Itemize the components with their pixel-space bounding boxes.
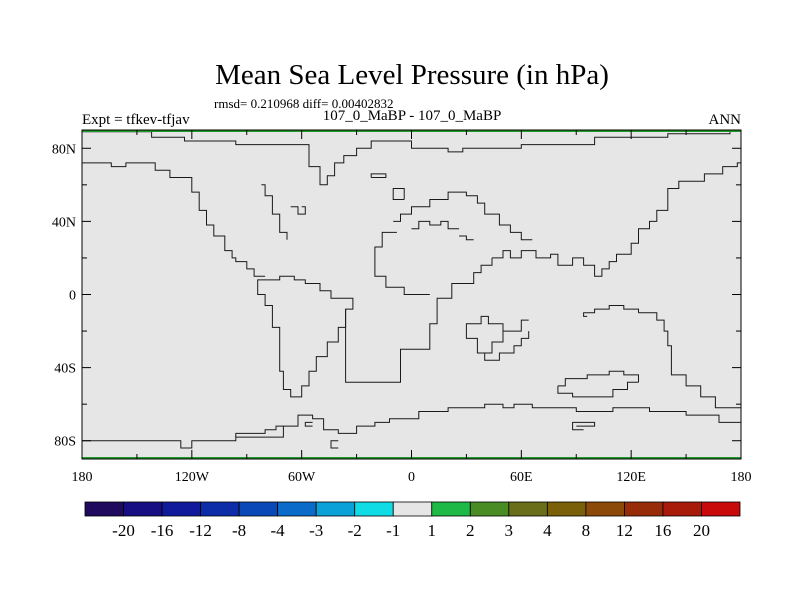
coastlines — [82, 129, 741, 449]
colorbar-box — [624, 501, 664, 517]
colorbar-label: 2 — [466, 521, 475, 540]
colorbar — [84, 501, 741, 517]
stats-line: rmsd= 0.210968 diff= 0.00402832 — [214, 96, 393, 111]
lon-tick-label: 180 — [72, 470, 93, 485]
coastline-segment — [411, 220, 460, 230]
colorbar-label: -20 — [112, 521, 135, 540]
colorbar-box — [392, 501, 433, 517]
colorbar-box — [701, 501, 741, 517]
colorbar-label: 16 — [654, 521, 671, 540]
colorbar-label: 4 — [543, 521, 552, 540]
lon-tick-label: 120E — [616, 470, 646, 485]
colorbar-box — [84, 501, 124, 517]
colorbar-box — [238, 501, 279, 517]
lat-tick-label: 80S — [54, 435, 76, 450]
colorbar-label: -16 — [151, 521, 174, 540]
colorbar-label: -2 — [348, 521, 362, 540]
coastline-segment — [304, 421, 313, 427]
colorbar-label: -8 — [232, 521, 246, 540]
lon-tick-label: 180 — [731, 470, 752, 485]
coastline-segment — [330, 440, 339, 449]
colorbar-box — [546, 501, 587, 517]
colorbar-label: 1 — [428, 521, 437, 540]
longitude-axis: 180 120W 60W 0 60E 120E 180 — [72, 130, 752, 485]
lat-tick-label: 0 — [69, 289, 76, 304]
coastline-segment — [261, 184, 288, 240]
colorbar-label: 12 — [616, 521, 633, 540]
coastline-segment — [477, 331, 530, 361]
colorbar-label: -3 — [309, 521, 323, 540]
coastline-segment — [557, 370, 639, 387]
colorbar-label: 3 — [505, 521, 514, 540]
coastline-segment — [82, 129, 741, 186]
lon-tick-label: 60E — [510, 470, 533, 485]
colorbar-box — [469, 501, 510, 517]
experiment-label: Expt = tfkev-tfjav — [82, 112, 190, 128]
colorbar-box — [161, 501, 201, 517]
coastline-segment — [257, 275, 354, 398]
colorbar-box — [431, 501, 471, 517]
lat-tick-label: 40N — [52, 215, 76, 230]
coastline-segment — [345, 257, 493, 383]
colorbar-labels: -20 -16 -12 -8 -4 -3 -2 -1 1 2 3 4 8 12 16 20 — [112, 521, 710, 540]
coastline-segment — [583, 305, 639, 317]
coastline-segment — [459, 235, 474, 241]
colorbar-box — [354, 501, 394, 517]
colorbar-label: -12 — [189, 521, 212, 540]
colorbar-box — [315, 501, 356, 517]
coastline-segment — [393, 191, 533, 241]
coastline-segment — [572, 421, 596, 431]
colorbar-label: 8 — [582, 521, 591, 540]
coastline-segment — [235, 425, 284, 438]
colorbar-box — [508, 501, 548, 517]
lat-tick-label: 40S — [54, 362, 76, 377]
lon-tick-label: 120W — [175, 470, 210, 485]
plot-title: Mean Sea Level Pressure (in hPa) — [215, 59, 609, 91]
coastline-segment — [492, 162, 741, 277]
latitude-axis: 80N 40N 0 40S 80S — [52, 142, 741, 450]
coastline-segment — [638, 312, 741, 409]
colorbar-label: -1 — [386, 521, 400, 540]
season-label: ANN — [709, 112, 742, 128]
colorbar-box — [585, 501, 625, 517]
coastline-segment — [82, 403, 741, 449]
colorbar-box — [123, 501, 163, 517]
coastline-segment — [465, 315, 529, 354]
comparison-label: 107_0_MaBP - 107_0_MaBP — [323, 108, 502, 124]
lon-tick-label: 60W — [288, 470, 316, 485]
colorbar-box — [200, 501, 240, 517]
colorbar-label: -4 — [271, 521, 286, 540]
coastline-segment — [392, 188, 405, 200]
coastline-segment — [557, 381, 639, 398]
coastline-segment — [374, 231, 430, 295]
coastline-segment — [82, 162, 266, 277]
lon-tick-label: 0 — [408, 470, 415, 485]
colorbar-box — [277, 501, 317, 517]
colorbar-box — [662, 501, 702, 517]
lat-tick-label: 80N — [52, 142, 76, 157]
coastline-segment — [370, 173, 387, 178]
colorbar-label: 20 — [693, 521, 710, 540]
coastline-segment — [290, 206, 306, 215]
